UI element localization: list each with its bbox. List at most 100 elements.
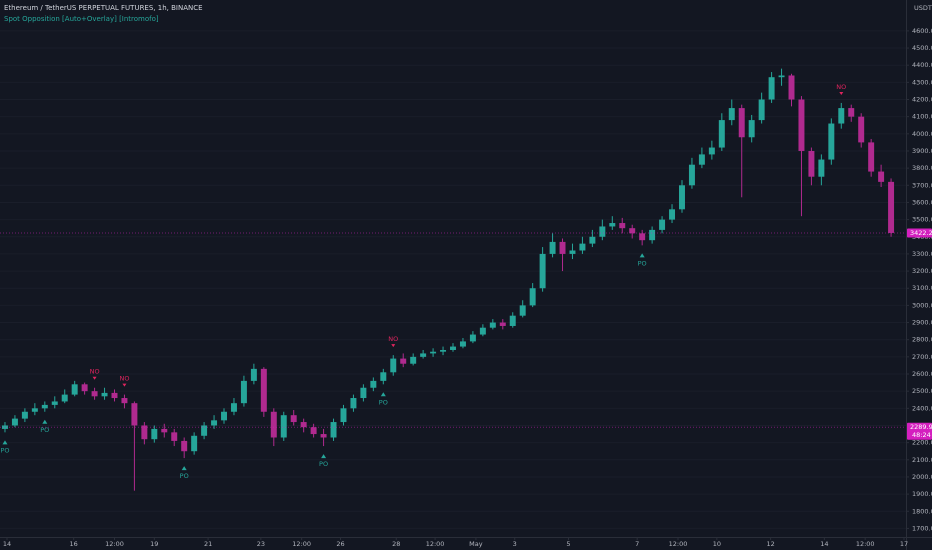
- candle-body: [619, 223, 626, 229]
- y-tick-label: 2400.00: [912, 404, 932, 412]
- signal-label: PO: [319, 460, 328, 468]
- x-tick-label: 12:00: [856, 540, 875, 548]
- candle-body: [649, 229, 656, 241]
- candle-body: [250, 368, 257, 381]
- candle-body: [131, 403, 138, 426]
- signal-marker: [839, 91, 844, 95]
- x-tick-label: 3: [513, 540, 517, 548]
- indicator-title: Spot Opposition [Auto+Overlay] [Intromof…: [4, 15, 159, 23]
- candle-body: [41, 404, 48, 409]
- candle-body: [708, 147, 715, 155]
- candle-body: [300, 422, 307, 428]
- x-tick-label: 12:00: [669, 540, 688, 548]
- signal-label: NO: [836, 83, 846, 91]
- candle-body: [410, 356, 417, 364]
- y-tick-label: 4000.00: [912, 130, 932, 138]
- x-tick-label: 5: [566, 540, 570, 548]
- signal-marker: [122, 383, 127, 387]
- candle-body: [529, 288, 536, 306]
- y-tick-label: 3200.00: [912, 267, 932, 275]
- price-label-box: [907, 228, 932, 238]
- candle-body: [679, 185, 685, 210]
- candle-body: [270, 411, 277, 438]
- price-countdown: 48:24: [912, 431, 931, 439]
- candle-body: [151, 428, 158, 440]
- candle-body: [748, 120, 755, 138]
- candle-body: [788, 75, 795, 100]
- candle-body: [340, 408, 347, 423]
- x-tick-label: 28: [392, 540, 400, 548]
- candle-body: [579, 243, 586, 251]
- y-tick-label: 2800.00: [912, 336, 932, 344]
- candle-body: [230, 403, 237, 412]
- signal-label: PO: [40, 426, 49, 434]
- candle-body: [888, 181, 895, 233]
- candle-body: [360, 387, 367, 399]
- signal-label: PO: [180, 472, 189, 480]
- candle-body: [569, 250, 576, 254]
- signal-marker: [639, 253, 645, 258]
- y-tick-label: 4300.00: [912, 78, 932, 86]
- y-tick-label: 1800.00: [912, 507, 932, 515]
- y-tick-label: 3000.00: [912, 301, 932, 309]
- signal-marker: [181, 466, 187, 471]
- candle-body: [589, 236, 596, 244]
- signal-marker: [321, 454, 327, 459]
- candle-body: [370, 380, 377, 388]
- x-tick-label: 12:00: [292, 540, 311, 548]
- candle-body: [31, 408, 38, 412]
- candle-body: [310, 427, 317, 435]
- price-label: 2289.90: [910, 423, 932, 431]
- y-tick-label: 2000.00: [912, 473, 932, 481]
- x-tick-label: 12: [766, 540, 774, 548]
- x-tick-label: 23: [257, 540, 265, 548]
- candle-body: [440, 349, 447, 352]
- x-tick-label: 16: [70, 540, 78, 548]
- y-tick-label: 3800.00: [912, 164, 932, 172]
- x-tick-label: 26: [336, 540, 344, 548]
- candle-body: [489, 322, 496, 328]
- chart-title: Ethereum / TetherUS PERPETUAL FUTURES, 1…: [4, 4, 203, 12]
- candle-body: [878, 171, 885, 182]
- candle-body: [1, 425, 8, 429]
- candle-body: [161, 428, 168, 433]
- candle-body: [430, 351, 437, 354]
- candle-body: [698, 154, 705, 165]
- candle-body: [260, 368, 267, 412]
- candle-body: [221, 411, 227, 421]
- signal-label: PO: [379, 398, 388, 406]
- candle-body: [758, 99, 765, 121]
- candle-body: [479, 327, 486, 335]
- y-tick-label: 4400.00: [912, 61, 932, 69]
- candle-body: [390, 358, 397, 373]
- candle-body: [718, 120, 725, 148]
- signal-marker: [42, 419, 48, 424]
- candle-body: [738, 108, 745, 138]
- candle-body: [818, 159, 825, 177]
- candle-body: [51, 401, 58, 405]
- candle-body: [380, 372, 387, 381]
- x-tick-label: 14: [3, 540, 11, 548]
- candle-body: [728, 108, 735, 121]
- candle-body: [519, 305, 526, 316]
- y-tick-label: 1900.00: [912, 490, 932, 498]
- candle-body: [868, 142, 875, 172]
- y-tick-label: 4600.00: [912, 27, 932, 35]
- candle-body: [11, 418, 18, 426]
- candle-body: [61, 394, 68, 402]
- x-tick-label: 19: [150, 540, 158, 548]
- candle-body: [181, 440, 188, 452]
- candle-body: [469, 334, 476, 342]
- y-tick-label: 2200.00: [912, 439, 932, 447]
- candle-body: [808, 150, 815, 177]
- signal-label: PO: [0, 446, 9, 454]
- candle-body: [609, 223, 616, 227]
- x-tick-label: 17: [900, 540, 908, 548]
- candle-body: [320, 434, 327, 438]
- signal-label: NO: [388, 335, 398, 343]
- candle-body: [141, 425, 148, 440]
- y-tick-label: 3600.00: [912, 198, 932, 206]
- x-tick-label: 14: [820, 540, 828, 548]
- candle-body: [71, 384, 78, 395]
